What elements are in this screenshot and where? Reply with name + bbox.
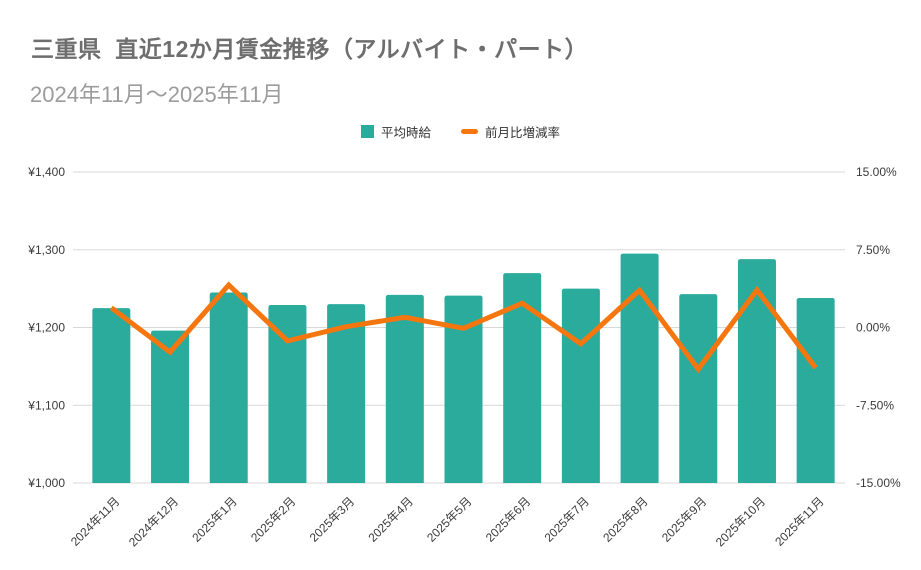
x-axis-tick: 2024年11月 [68,494,123,549]
bar-2025年7月 [561,288,600,483]
y-axis-left-tick: ¥1,100 [27,398,65,412]
x-axis-tick: 2025年4月 [365,494,415,544]
bar-2025年2月 [268,304,307,483]
y-axis-left-tick: ¥1,200 [27,321,65,335]
x-axis-tick: 2025年1月 [189,494,239,544]
y-axis-right-tick: 7.50% [856,243,890,257]
bar-2025年4月 [385,294,424,483]
bar-2024年12月 [151,330,190,483]
x-axis-tick: 2025年2月 [248,494,298,544]
y-axis-right-tick: 15.00% [856,165,897,179]
x-axis-tick: 2025年11月 [772,494,827,549]
bar-2025年11月 [796,297,835,483]
y-axis-left-tick: ¥1,300 [27,243,65,257]
y-axis-right-tick: -7.50% [856,398,894,412]
bar-2024年11月 [92,308,131,483]
legend-label-mom-change: 前月比増減率 [485,126,561,140]
legend-label-average-wage: 平均時給 [380,126,431,140]
chart-legend: 平均時給 前月比増減率 [0,122,921,141]
bar-series-swatch-icon [360,125,374,138]
bar-2025年10月 [737,259,776,483]
line-series-swatch-icon [461,129,478,134]
bar-2025年9月 [679,294,718,483]
bar-2025年1月 [209,292,248,483]
x-axis-tick: 2024年12月 [126,494,181,549]
y-axis-right-tick: 0.00% [856,321,890,335]
legend-item-average-wage: 平均時給 [360,122,431,141]
y-axis-left-tick: ¥1,400 [27,165,65,179]
y-axis-right-tick: -15.00% [856,476,901,490]
x-axis-tick: 2025年3月 [307,494,357,544]
legend-item-mom-change: 前月比増減率 [461,122,560,141]
x-axis-tick: 2025年10月 [713,494,768,549]
x-axis-tick: 2025年9月 [659,494,709,544]
chart-area: ¥1,400 15.00% ¥1,300 7.50% ¥1,200 0.00% ¥1,100… [0,150,921,570]
x-axis-tick: 2025年8月 [600,494,650,544]
page-title: 三重県 直近12か月賃金推移（アルバイト・パート） [31,36,589,62]
mom-change-line [109,281,818,374]
x-axis-tick: 2025年5月 [424,494,474,544]
bar-2025年8月 [620,253,659,483]
combo-chart: ¥1,400 15.00% ¥1,300 7.50% ¥1,200 0.00% ¥1,100… [27,165,901,549]
bar-2025年5月 [444,295,483,483]
bar-2025年3月 [327,304,366,483]
y-axis-left-tick: ¥1,000 [27,476,65,490]
bar-2025年6月 [503,273,542,483]
x-axis-tick: 2025年7月 [542,494,592,544]
page-subtitle: 2024年11月～2025年11月 [30,82,284,107]
x-axis-tick: 2025年6月 [483,494,533,544]
